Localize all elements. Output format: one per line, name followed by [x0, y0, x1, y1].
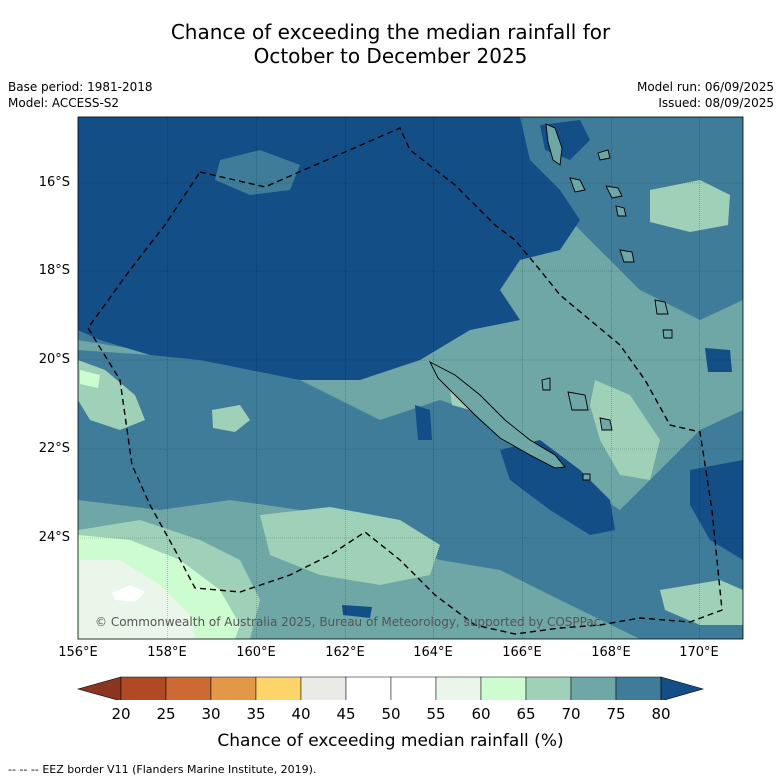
colorbar-tick-65: 65: [516, 705, 536, 723]
island-east-2: [662, 329, 673, 339]
colorbar-tick-55: 55: [426, 705, 446, 723]
band-75-80-sw-patch: [415, 405, 432, 440]
colorbar-35-40: [255, 676, 302, 700]
eez-legend-text: EEZ border V11 (Flanders Marine Institut…: [42, 763, 317, 776]
colorbar-tick-50: 50: [381, 705, 401, 723]
band-55-60-west: [80, 370, 100, 388]
band-60-65-mid: [212, 405, 250, 432]
lon-label-156e: 156°E: [58, 645, 98, 660]
colorbar-tick-40: 40: [291, 705, 311, 723]
colorbar-tick-70: 70: [561, 705, 581, 723]
island-east-1: [654, 299, 669, 315]
lon-label-170e: 170°E: [679, 645, 719, 660]
map-frame: [77, 116, 744, 640]
loyalty-island-3: [599, 417, 613, 431]
lat-label-18s: 18°S: [38, 263, 70, 278]
colorbar-low-arrow: [76, 676, 122, 700]
band-45-50: [112, 585, 145, 602]
colorbar-tick-30: 30: [201, 705, 221, 723]
title-line-2: October to December 2025: [253, 44, 528, 68]
title-line-1: Chance of exceeding the median rainfall …: [170, 20, 611, 44]
map-fill-layer: © Commonwealth of Australia 2025, Bureau…: [78, 117, 743, 639]
colorbar-tick-20: 20: [111, 705, 131, 723]
colorbar-tick-75: 75: [606, 705, 626, 723]
vanuatu-island-2: [569, 177, 586, 193]
colorbar-high-arrow: [660, 676, 705, 700]
colorbar-40-45: [300, 676, 347, 700]
vanuatu-island-3: [605, 185, 623, 199]
colorbar-tick-25: 25: [156, 705, 176, 723]
colorbar-55-60: [435, 676, 482, 700]
new-caledonia-island: [428, 360, 566, 469]
base-period: Base period: 1981-2018: [8, 80, 153, 94]
vanuatu-island-1: [597, 149, 611, 161]
colorbar-50-55: [390, 676, 437, 700]
landmasses: [428, 123, 673, 481]
colorbar-30-35: [210, 676, 257, 700]
colorbar-60-65: [480, 676, 527, 700]
band-60-65-east: [590, 380, 660, 480]
band-75-80-s-patch: [342, 605, 372, 618]
lat-label-16s: 16°S: [38, 175, 70, 190]
map-gridlines: [78, 117, 743, 639]
band-75-80-e-patch: [705, 348, 732, 372]
lat-label-22s: 22°S: [38, 441, 70, 456]
vanuatu-island-5: [619, 249, 635, 263]
rainfall-map: © Commonwealth of Australia 2025, Bureau…: [76, 116, 744, 700]
issued-date: Issued: 08/09/2025: [658, 96, 774, 110]
model-name: Model: ACCESS-S2: [8, 96, 120, 110]
lon-label-168e: 168°E: [591, 645, 631, 660]
colorbar-70-75: [570, 676, 617, 700]
island-south: [582, 473, 591, 481]
colorbar-25-30: [165, 676, 212, 700]
colorbar: [76, 676, 705, 700]
band-75-80-north: [78, 117, 580, 380]
vanuatu-island-north: [545, 123, 563, 166]
loyalty-island-2: [567, 391, 589, 411]
colorbar-tick-35: 35: [246, 705, 266, 723]
band-75-80-east: [690, 460, 743, 560]
band-60-65-ne: [650, 180, 730, 232]
copyright-text: © Commonwealth of Australia 2025, Bureau…: [95, 615, 600, 629]
model-run: Model run: 06/09/2025: [636, 80, 774, 94]
hole-near-16s: [215, 150, 300, 195]
band-60-65-south: [260, 507, 440, 585]
eez-border: [87, 127, 723, 635]
lon-label-160e: 160°E: [236, 645, 276, 660]
colorbar-75-80: [615, 676, 662, 700]
colorbar-45-50: [345, 676, 392, 700]
colorbar-tick-45: 45: [336, 705, 356, 723]
lon-label-166e: 166°E: [502, 645, 542, 660]
lat-label-24s: 24°S: [38, 530, 70, 545]
band-75-80-southcentral: [500, 440, 615, 535]
lon-label-158e: 158°E: [147, 645, 187, 660]
lon-label-164e: 164°E: [413, 645, 453, 660]
colorbar-tick-60: 60: [471, 705, 491, 723]
vanuatu-island-4: [615, 205, 627, 217]
eez-legend-symbol: -- -- --: [8, 763, 39, 776]
colorbar-label: Chance of exceeding median rainfall (%): [217, 731, 564, 751]
lat-label-20s: 20°S: [38, 352, 70, 367]
colorbar-65-70: [525, 676, 572, 700]
eez-legend: -- -- -- EEZ border V11 (Flanders Marine…: [8, 763, 316, 776]
band-60-65-se: [660, 580, 743, 625]
lon-label-162e: 162°E: [325, 645, 365, 660]
colorbar-20-25: [120, 676, 167, 700]
colorbar-tick-80: 80: [651, 705, 671, 723]
loyalty-island-1: [541, 377, 551, 391]
